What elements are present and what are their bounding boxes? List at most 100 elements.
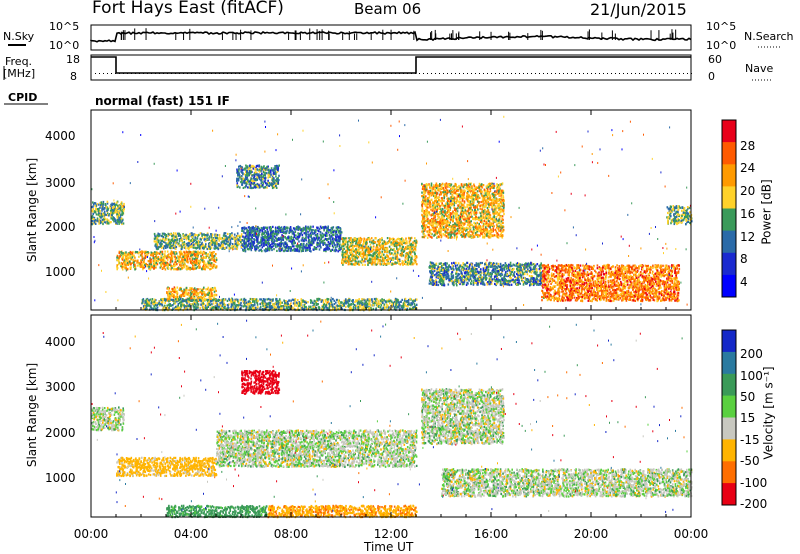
heatmap-cell [331,227,333,229]
heatmap-cell [343,245,345,247]
heatmap-cell [100,222,102,224]
nave-point [407,73,408,74]
heatmap-cell [203,247,205,249]
heatmap-cell [203,265,205,267]
heatmap-cell [301,243,303,245]
heatmap-cell [237,242,239,244]
heatmap-cell [348,237,350,239]
nave-point [107,73,108,74]
heatmap-cell [402,239,404,241]
heatmap-cell [263,186,265,188]
heatmap-cell [354,237,356,239]
heatmap-cell [309,249,311,251]
nave-point [527,73,528,74]
heatmap-cell [195,299,197,301]
heatmap-cell [315,229,317,231]
power-heatmap [91,116,693,312]
heatmap-cell [320,226,322,228]
heatmap-cell [101,203,103,205]
heatmap-cell [170,242,172,244]
heatmap-cell [243,236,245,238]
heatmap-cell [325,238,327,240]
heatmap-cell [248,240,250,242]
heatmap-cell [392,263,394,265]
heatmap-cell [355,238,357,240]
heatmap-cell [394,261,396,263]
heatmap-cell [208,262,210,264]
heatmap-cell [389,253,391,255]
heatmap-cell [370,246,372,248]
heatmap-cell [167,262,169,264]
heatmap-cell [102,219,104,221]
heatmap-cell [158,241,160,243]
heatmap-cell [342,243,344,245]
heatmap-cell [352,246,354,248]
heatmap-cell [295,231,297,233]
heatmap-cell [161,263,163,265]
heatmap-cell [272,242,274,244]
heatmap-cell [167,288,169,290]
nave-point [567,73,568,74]
nave-point [123,73,124,74]
heatmap-cell [156,247,158,249]
heatmap-cell [167,254,169,256]
heatmap-cell [402,264,404,266]
heatmap-cell [330,236,332,238]
nave-point [507,73,508,74]
heatmap-cell [156,254,158,256]
heatmap-cell [317,229,319,231]
heatmap-cell [349,246,351,248]
heatmap-cell [227,244,229,246]
heatmap-cell [257,168,259,170]
heatmap-cell [352,241,354,243]
heatmap-cell [340,231,342,233]
heatmap-cell [350,243,352,245]
heatmap-cell [260,175,262,177]
heatmap-cell [167,251,169,253]
heatmap-cell [341,238,343,240]
heatmap-cell [268,171,270,173]
heatmap-cell [362,247,364,249]
heatmap-cell [296,226,298,228]
heatmap-cell [265,179,267,181]
heatmap-cell [412,263,414,265]
heatmap-cell [414,237,416,239]
heatmap-cell [173,237,175,239]
heatmap-cell [263,171,265,173]
heatmap-cell [351,263,353,265]
nave-point [139,73,140,74]
heatmap-cell [164,245,166,247]
heatmap-cell [369,259,371,261]
heatmap-cell [346,255,348,257]
heatmap-cell [384,303,386,305]
heatmap-cell [366,256,368,258]
heatmap-cell [125,267,127,269]
heatmap-cell [300,246,302,248]
heatmap-cell [343,262,345,264]
heatmap-cell [348,255,350,257]
heatmap-cell [401,241,403,243]
heatmap-cell [333,246,335,248]
heatmap-cell [265,237,267,239]
nave-point [175,73,176,74]
nave-point [607,73,608,74]
nave-point [227,73,228,74]
heatmap-cell [394,250,396,252]
heatmap-cell [196,242,198,244]
nave-point [491,73,492,74]
heatmap-cell [282,242,284,244]
heatmap-cell [193,239,195,241]
heatmap-cell [96,213,98,215]
heatmap-cell [309,230,311,232]
heatmap-cell [152,253,154,255]
heatmap-cell [244,242,246,244]
heatmap-cell [265,240,267,242]
heatmap-cell [270,232,272,234]
heatmap-cell [140,259,142,261]
heatmap-cell [290,240,292,242]
heatmap-cell [341,260,343,262]
nave-point [207,73,208,74]
heatmap-cell [180,268,182,270]
heatmap-cell [286,246,288,248]
heatmap-cell [180,250,182,252]
